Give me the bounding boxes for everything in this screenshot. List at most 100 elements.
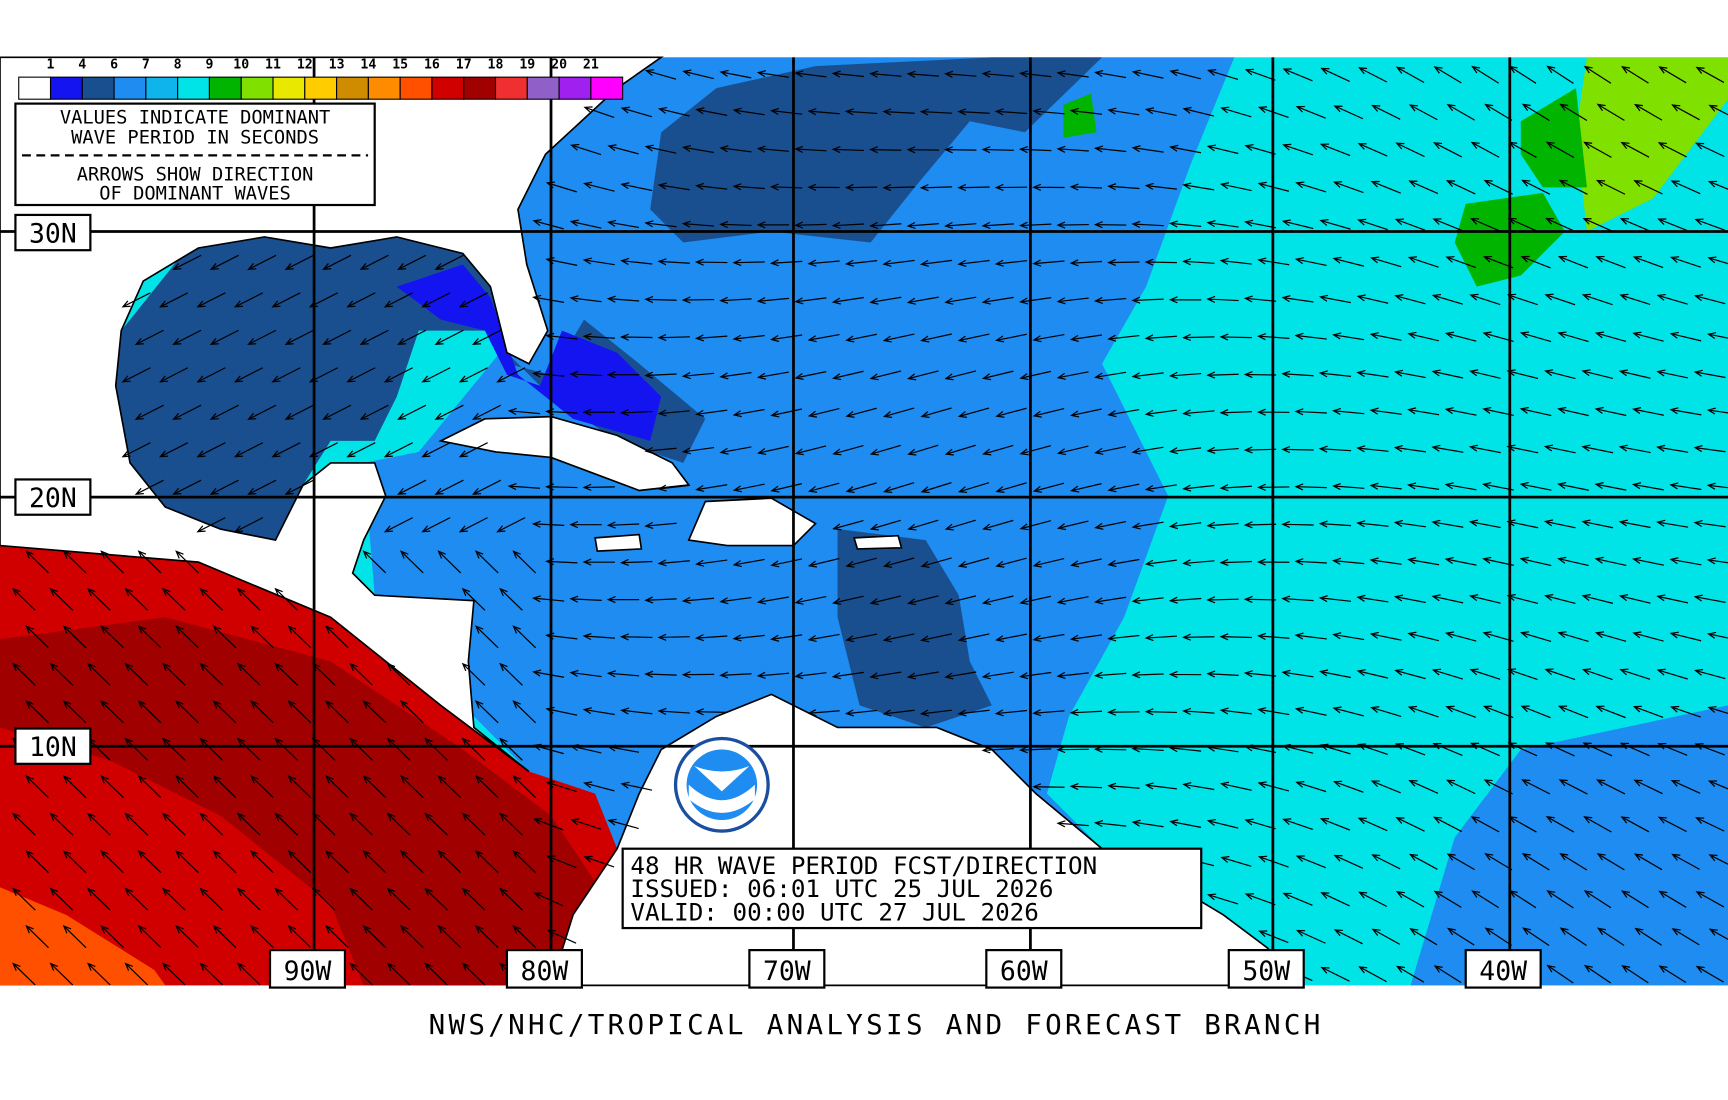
wave-arrow	[1356, 669, 1389, 679]
wave-arrow	[1018, 221, 1052, 229]
wave-arrow	[1431, 668, 1464, 680]
wave-arrow	[1669, 557, 1702, 566]
legend-swatch	[367, 76, 401, 100]
wave-arrow	[1206, 295, 1239, 303]
wave-arrow	[474, 925, 499, 949]
wave-arrow	[12, 812, 36, 836]
wave-arrow	[1294, 257, 1327, 267]
wave-arrow	[719, 372, 752, 380]
wave-arrow	[1019, 297, 1052, 305]
wave-arrow	[1094, 69, 1127, 79]
wave-arrow	[461, 887, 486, 911]
wave-arrow	[250, 775, 274, 799]
wave-arrow	[49, 887, 74, 911]
wave-arrow	[794, 70, 827, 78]
wave-arrow	[606, 596, 640, 604]
wave-arrow	[1107, 107, 1140, 116]
wave-arrow	[807, 709, 840, 717]
wave-arrow	[920, 407, 952, 419]
wave-arrow	[1671, 853, 1700, 870]
wave-arrow	[1407, 407, 1440, 416]
legend-swatch	[494, 76, 528, 100]
wave-arrow	[883, 482, 915, 494]
wave-arrow	[212, 925, 237, 949]
wave-arrow	[1107, 782, 1140, 790]
wave-arrow	[919, 259, 953, 267]
wave-arrow	[1409, 928, 1438, 946]
wave-arrow	[1408, 780, 1439, 794]
wave-arrow	[1445, 256, 1477, 269]
wave-arrow	[906, 146, 939, 154]
gulf-region	[115, 231, 706, 541]
wave-arrow	[199, 737, 224, 761]
wave-arrow	[1318, 445, 1352, 453]
wave-arrow	[1332, 256, 1365, 267]
wave-arrow	[1546, 890, 1574, 909]
wave-arrow	[1706, 631, 1728, 639]
wave-arrow	[831, 221, 865, 229]
wave-arrow	[995, 557, 1027, 568]
wave-arrow	[499, 587, 523, 611]
wave-arrow	[1131, 69, 1164, 79]
wave-arrow	[161, 662, 186, 686]
wave-arrow	[1618, 369, 1651, 379]
wave-arrow	[124, 962, 149, 986]
wave-arrow	[1484, 103, 1513, 121]
wave-arrow	[644, 295, 677, 304]
wave-arrow	[1331, 407, 1365, 415]
wave-arrow	[1544, 668, 1576, 681]
wave-arrow	[199, 887, 224, 911]
wave-arrow	[1707, 256, 1728, 265]
wave-arrow	[1657, 142, 1687, 158]
wave-arrow	[1295, 780, 1327, 793]
wave-arrow	[1581, 594, 1614, 604]
green-region	[1063, 93, 1097, 138]
legend-swatch	[558, 76, 592, 100]
wave-arrow	[770, 558, 803, 568]
wave-arrow	[869, 370, 902, 381]
wave-arrow	[981, 671, 1014, 680]
wave-arrow	[620, 558, 653, 567]
wave-arrow	[1707, 180, 1728, 190]
wave-arrow	[1431, 594, 1464, 604]
wave-arrow	[25, 550, 49, 574]
wave-arrow	[362, 550, 387, 574]
legend-swatch	[113, 76, 147, 100]
wave-arrow	[397, 479, 427, 495]
wave-arrow	[325, 925, 349, 949]
wave-arrow	[1019, 520, 1051, 531]
wave-arrow	[1708, 854, 1728, 865]
wave-arrow	[209, 254, 239, 271]
wave-arrow	[981, 746, 1014, 754]
wave-arrow	[236, 887, 261, 911]
wave-arrow	[1094, 596, 1127, 605]
wave-arrow	[1032, 557, 1065, 568]
wave-arrow	[1282, 892, 1313, 906]
wave-arrow	[831, 70, 864, 78]
wave-arrow	[1032, 709, 1065, 717]
wave-arrow	[284, 329, 314, 345]
wave-arrow	[1369, 407, 1402, 415]
wave-arrow	[1018, 746, 1052, 754]
wave-arrow	[1220, 856, 1252, 867]
wave-arrow	[1243, 670, 1277, 678]
wave-arrow	[322, 254, 352, 271]
wave-arrow	[199, 662, 224, 686]
wave-arrow	[458, 442, 488, 458]
wave-arrow	[1693, 594, 1726, 603]
wave-arrow	[694, 634, 728, 642]
wave-arrow	[1093, 221, 1127, 229]
wave-arrow	[1433, 66, 1462, 84]
jamaica	[594, 533, 643, 552]
wave-arrow	[906, 70, 939, 78]
wave-arrow	[1619, 668, 1651, 680]
wave-arrow	[1369, 482, 1402, 490]
wave-arrow	[247, 329, 277, 345]
wave-arrow	[644, 596, 677, 604]
wave-arrow	[794, 145, 827, 153]
wave-arrow	[458, 367, 488, 383]
wave-arrow	[770, 334, 803, 343]
wave-arrow	[907, 370, 939, 381]
wave-arrow	[421, 292, 451, 308]
wave-arrow	[287, 625, 312, 649]
